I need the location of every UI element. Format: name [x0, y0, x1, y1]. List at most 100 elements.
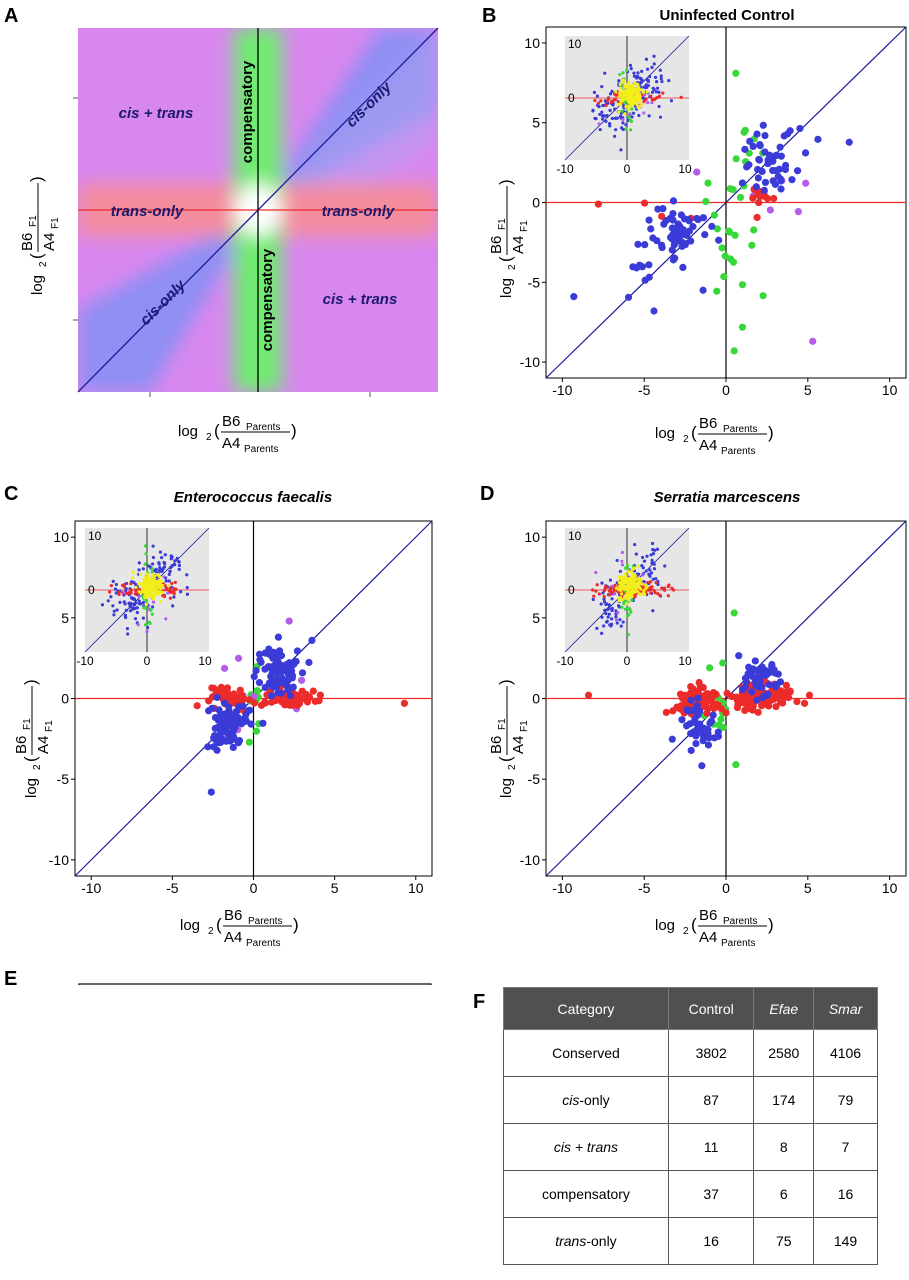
data-point-blue — [704, 741, 713, 749]
inset-point-yellow — [147, 576, 151, 580]
inset-point-yellow — [151, 594, 155, 598]
data-point-blue — [699, 737, 707, 745]
data-point-blue — [679, 263, 687, 271]
inset-point-red — [117, 592, 121, 597]
inset-point-green — [624, 127, 628, 131]
inset-point-red — [129, 588, 133, 592]
inset-point-yellow — [631, 87, 635, 91]
data-point-blue — [761, 148, 769, 156]
data-point-blue — [676, 233, 684, 241]
inset-point-blue — [660, 79, 664, 84]
inset-point-blue — [603, 608, 607, 612]
inset-point-blue — [644, 569, 648, 573]
data-point-blue — [772, 166, 780, 175]
inset-point-yellow — [621, 94, 625, 99]
inset-point-blue — [151, 562, 155, 566]
inset-point-yellow — [159, 586, 163, 591]
inset-point-red — [128, 591, 132, 595]
inset-point-red — [122, 585, 127, 589]
inset-point-blue — [157, 562, 161, 566]
denominator-subscript: Parents — [721, 446, 755, 457]
inset-point-red — [606, 97, 610, 101]
inset-point-blue — [146, 625, 150, 630]
data-point-red — [744, 704, 752, 712]
inset-point-blue — [648, 574, 652, 578]
data-point-red — [779, 694, 787, 702]
data-point-blue — [715, 236, 723, 244]
inset-point-blue — [650, 558, 654, 562]
data-point-green — [732, 155, 740, 163]
table-row: Conserved 3802 2580 4106 — [503, 1029, 878, 1077]
numerator-text: B6 — [699, 415, 717, 432]
inset-point-red — [109, 584, 113, 588]
data-point-blue — [706, 719, 714, 727]
inset-point-green — [622, 599, 627, 603]
denominator-text: A4 — [41, 233, 58, 251]
inset-point-yellow — [157, 575, 162, 579]
inset-point-blue — [111, 579, 115, 583]
x-tick-label: -10 — [81, 880, 101, 896]
denominator-text: A4 — [35, 736, 52, 754]
table-cell: 6 — [753, 1170, 815, 1218]
inset-point-purple — [620, 563, 625, 567]
x-tick-label: 5 — [331, 880, 339, 896]
inset-point-blue — [659, 77, 663, 81]
inset-point-blue — [168, 569, 172, 573]
inset-point-purple — [628, 112, 632, 117]
inset-point-blue — [603, 114, 607, 118]
data-point-blue — [671, 254, 679, 262]
inset-point-blue — [151, 544, 155, 548]
inset-point-red — [173, 580, 177, 584]
inset-point-blue — [153, 568, 157, 572]
denominator-subscript: Parents — [244, 444, 278, 455]
data-point-blue — [682, 722, 691, 730]
inset-point-green — [627, 613, 631, 617]
inset-point-blue — [652, 562, 656, 566]
inset-point-purple — [620, 559, 624, 563]
inset-point-red — [602, 589, 606, 593]
data-point-red — [280, 696, 288, 704]
inset-point-blue — [135, 610, 139, 615]
inset-point-purple — [621, 118, 625, 122]
data-point-red — [669, 707, 677, 715]
inset-point-purple — [613, 592, 617, 596]
data-point-green — [718, 244, 726, 252]
scatter-panel-b: B Uninfected Control -10 -5 0 5 10 -10 -5 0 5 10 10 0… — [482, 5, 907, 398]
region-trans-only-left: trans-only — [111, 203, 184, 220]
log-text: log — [498, 778, 515, 798]
inset-point-blue — [628, 63, 633, 67]
table-cell: 87 — [667, 1076, 755, 1124]
data-point-blue — [781, 161, 790, 170]
data-point-blue — [286, 691, 294, 700]
inset-point-yellow — [618, 93, 622, 97]
denominator-subscript: F1 — [519, 720, 530, 732]
inset-point-blue — [602, 597, 606, 601]
data-point-red — [210, 684, 218, 692]
inset-point-blue — [640, 69, 644, 74]
panel-a: A cis + trans compensatory cis-only tran… — [4, 5, 439, 397]
data-point-red — [662, 708, 670, 717]
data-point-purple — [693, 168, 701, 176]
data-point-red — [781, 688, 789, 696]
data-point-blue — [758, 167, 766, 176]
region-compensatory-top: compensatory — [239, 60, 256, 163]
inset-point-blue — [177, 567, 181, 571]
data-point-blue — [650, 307, 658, 315]
inset-point-blue — [669, 99, 674, 103]
inset-point-red — [603, 584, 608, 589]
y-tick-label: 0 — [532, 691, 540, 707]
region-cis-trans-top: cis + trans — [119, 105, 194, 122]
inset-point-blue — [608, 578, 613, 582]
inset-point-green — [621, 71, 625, 75]
y-tick-label: 10 — [53, 529, 69, 545]
inset-point-red — [654, 580, 658, 585]
panel-label: D — [480, 483, 494, 505]
inset-plot: 10 0 -10 0 10 — [556, 527, 692, 668]
data-point-blue — [738, 179, 746, 187]
inset-point-blue — [113, 587, 118, 591]
inset-point-purple — [137, 594, 141, 599]
log-subscript: 2 — [683, 434, 689, 445]
data-point-red — [793, 697, 801, 706]
inset-point-red — [663, 588, 667, 592]
inset-point-blue — [605, 620, 609, 624]
